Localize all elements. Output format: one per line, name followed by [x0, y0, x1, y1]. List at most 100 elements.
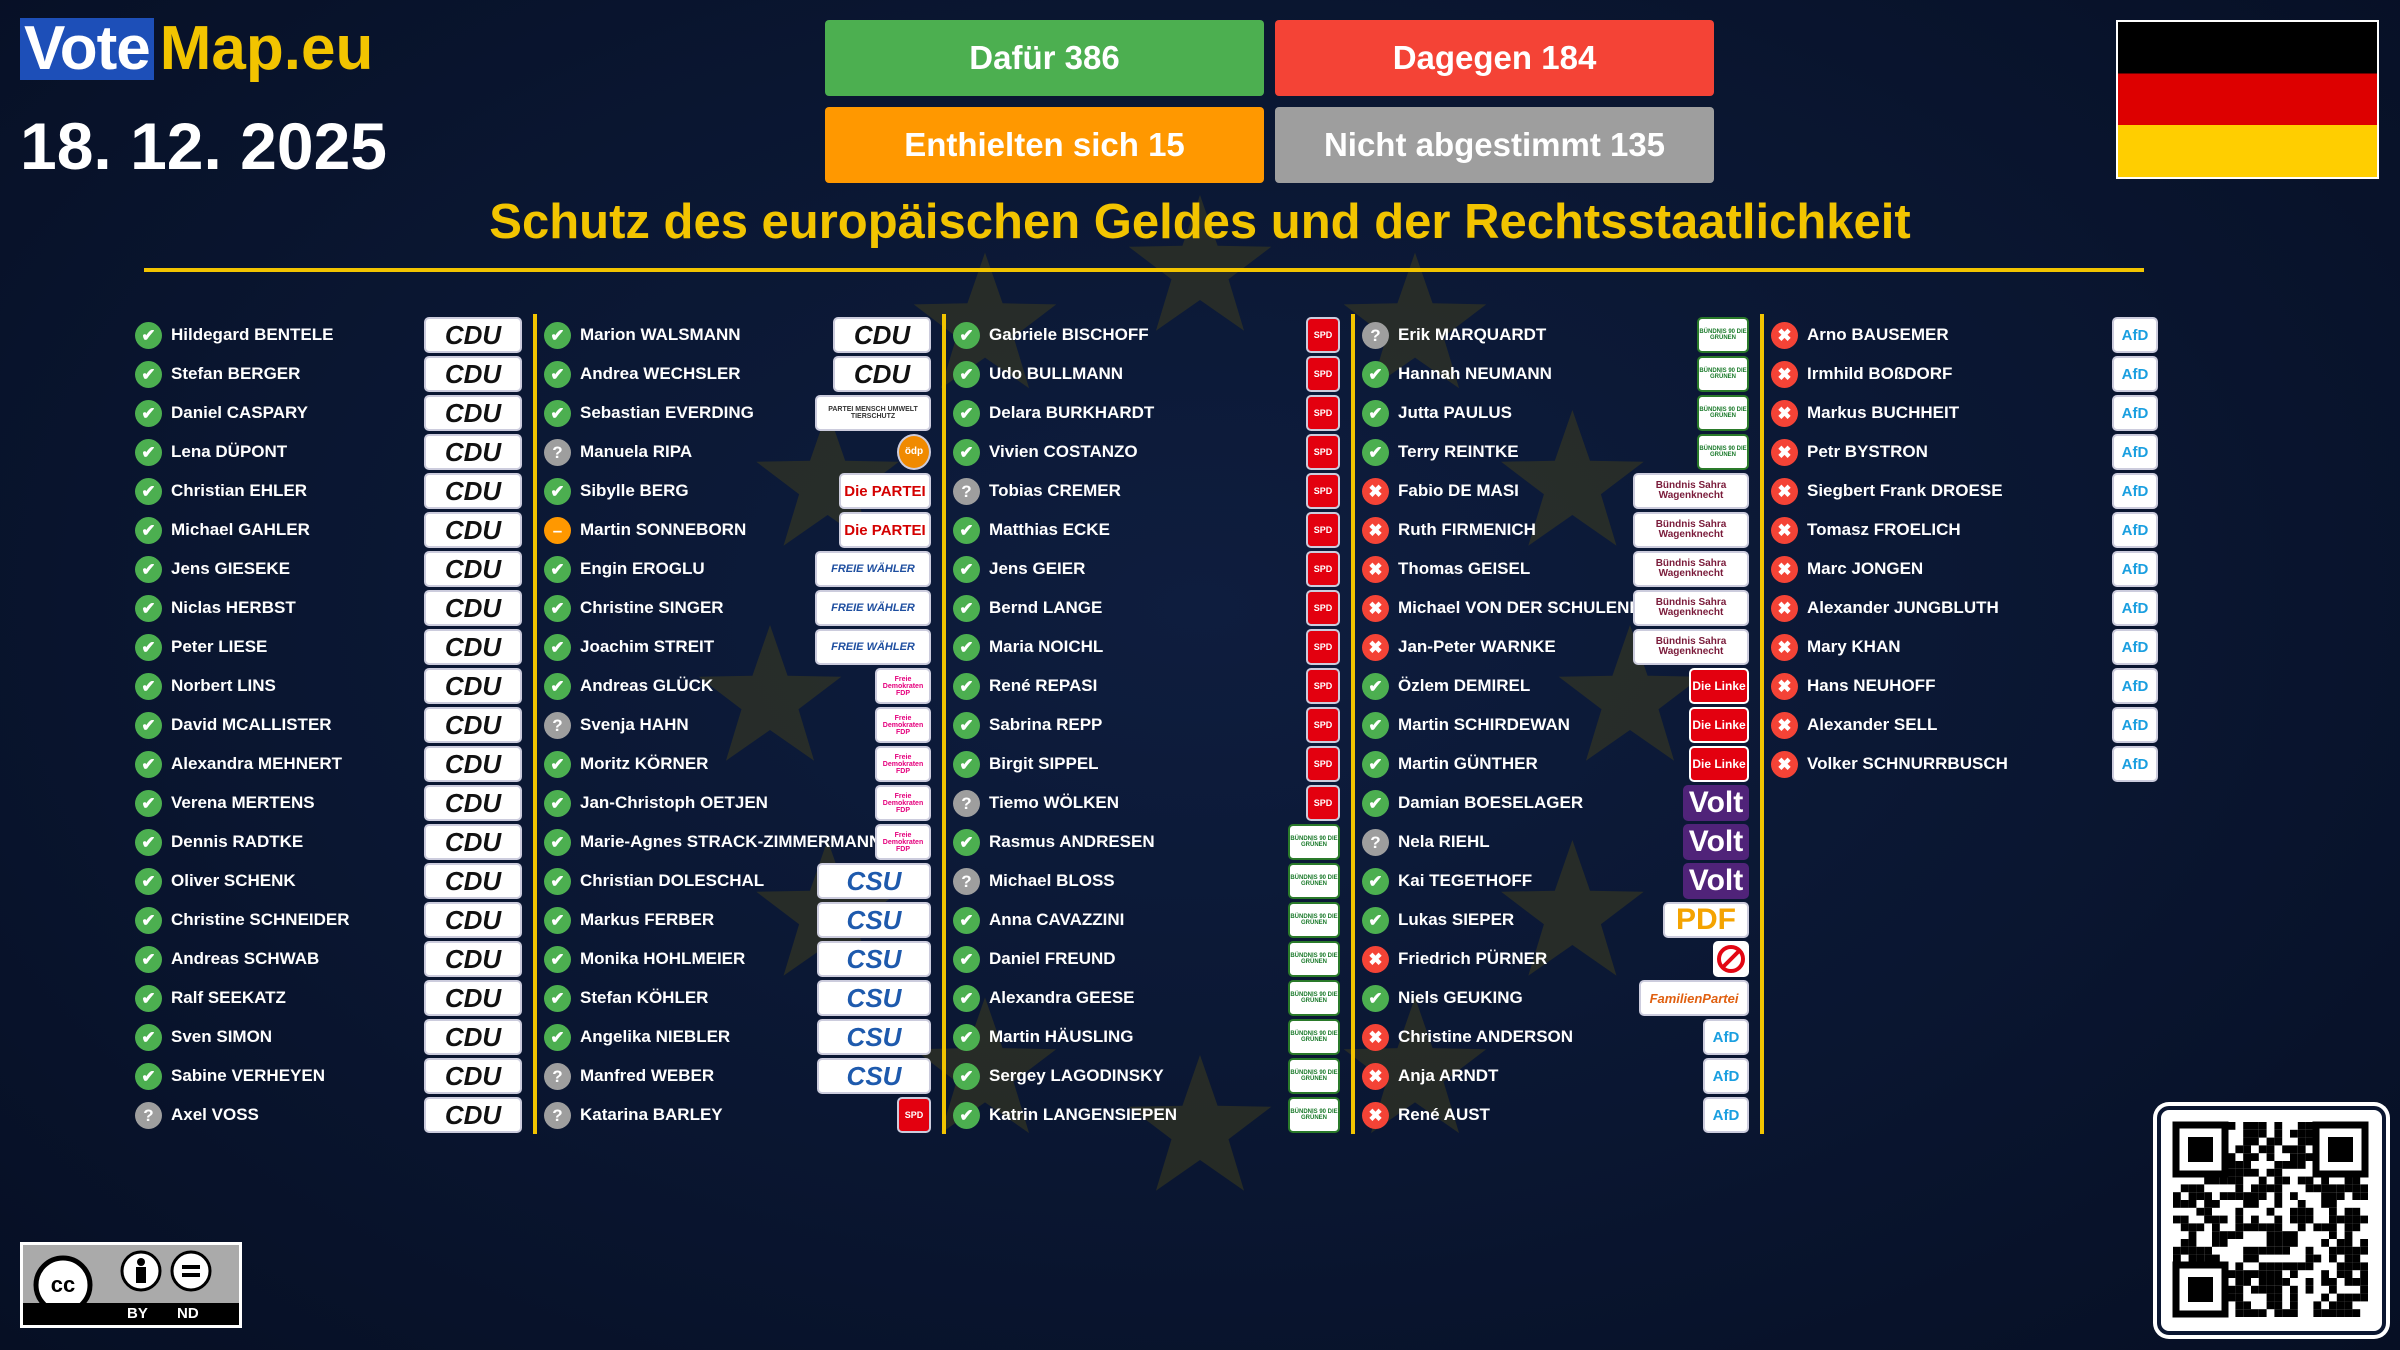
qr-cell [2297, 1122, 2306, 1130]
qr-cell [2243, 1145, 2251, 1154]
qr-cell [2329, 1309, 2337, 1317]
qr-cell [2251, 1192, 2259, 1200]
member-name: Delara BURKHARDT [989, 403, 1155, 422]
member-row: ✔ Terry REINTKE BÜNDNIS 90 DIE GRÜNEN [1362, 434, 1749, 470]
vote-icon: ? [953, 790, 980, 817]
vote-icon: ✔ [544, 400, 571, 427]
member-name: Martin HÄUSLING [989, 1027, 1134, 1046]
member-name: Hildegard BENTELE [171, 325, 334, 344]
eu-star [698, 625, 842, 761]
qr-cell [2290, 1192, 2298, 1200]
qr-cell [2290, 1129, 2298, 1138]
party-logo: SPD [1306, 473, 1340, 509]
vote-icon: ✔ [1362, 907, 1389, 934]
member-row: ? Erik MARQUARDT BÜNDNIS 90 DIE GRÜNEN [1362, 317, 1749, 353]
member-name: Sabine VERHEYEN [171, 1066, 325, 1085]
vote-icon: ✖ [1771, 478, 1798, 505]
member-row: ✔ Stefan KÖHLER CSU [544, 980, 931, 1016]
qr-cell [2188, 1239, 2197, 1247]
member-row: ✔ Stefan BERGER CDU [135, 356, 522, 392]
qr-cell [2266, 1262, 2275, 1271]
vote-icon: ✔ [953, 712, 980, 739]
qr-cell [2251, 1246, 2259, 1255]
qr-cell [2290, 1153, 2298, 1161]
member-row: ✖ Marc JONGEN AfD [1771, 551, 2158, 587]
qr-cell [2344, 1246, 2353, 1255]
vote-icon: ? [544, 1102, 571, 1129]
qr-finder [2188, 1277, 2213, 1302]
logo-left: Vote [20, 18, 154, 80]
vote-icon: ✖ [1362, 1024, 1389, 1051]
qr-cell [2336, 1215, 2345, 1224]
member-row: ✔ Joachim STREIT FREIE WÄHLER [544, 629, 931, 665]
member-row: ✖ Hans NEUHOFF AfD [1771, 668, 2158, 704]
vote-icon: ✔ [135, 829, 162, 856]
qr-cell [2352, 1278, 2361, 1286]
member-name: Kai TEGETHOFF [1398, 871, 1533, 890]
member-name: Birgit SIPPEL [989, 754, 1099, 773]
member-row: ✔ Dennis RADTKE CDU [135, 824, 522, 860]
member-row: ? Katarina BARLEY SPD [544, 1097, 931, 1133]
party-logo: AfD [2112, 707, 2158, 743]
member-row: ✔ Gabriele BISCHOFF SPD [953, 317, 1340, 353]
qr-cell [2204, 1207, 2212, 1216]
member-row: ✔ Alexandra MEHNERT CDU [135, 746, 522, 782]
qr-cell [2204, 1192, 2212, 1200]
member-row: ✔ Andrea WECHSLER CDU [544, 356, 931, 392]
qr-cell [2360, 1239, 2368, 1247]
member-row: ✔ Bernd LANGE SPD [953, 590, 1340, 626]
member-name: Damian BOESELAGER [1398, 793, 1584, 812]
qr-cell [2274, 1278, 2283, 1286]
qr-cell [2344, 1215, 2353, 1224]
party-logo: AfD [2112, 551, 2158, 587]
qr-cell [2258, 1176, 2267, 1185]
qr-cell [2266, 1145, 2275, 1154]
member-name: Andreas GLÜCK [580, 676, 714, 695]
vote-icon: ? [544, 439, 571, 466]
member-row: ✔ Marie-Agnes STRACK-ZIMMERMANN Freie Demo… [544, 824, 931, 860]
party-logo: CDU [424, 317, 522, 353]
member-name: Jutta PAULUS [1398, 403, 1512, 422]
vote-icon: ✔ [135, 712, 162, 739]
qr-cell [2219, 1231, 2228, 1239]
qr-cell [2352, 1176, 2361, 1185]
qr-cell [2282, 1145, 2290, 1154]
member-name: Mary KHAN [1807, 637, 1901, 656]
member-row: ✔ Martin GÜNTHER Die Linke [1362, 746, 1749, 782]
party-logo: CDU [424, 980, 522, 1016]
qr-cell [2282, 1262, 2290, 1271]
qr-cell [2204, 1215, 2212, 1224]
vote-icon: ✔ [953, 985, 980, 1012]
party-logo: AfD [2112, 356, 2158, 392]
qr-cell [2360, 1262, 2368, 1271]
party-logo: Bündnis Sahra Wagenknecht [1633, 629, 1749, 665]
qr-cell [2274, 1223, 2283, 1232]
qr-cell [2196, 1246, 2205, 1255]
qr-cell [2290, 1293, 2298, 1302]
party-logo: Volt [1683, 863, 1749, 899]
member-name: Oliver SCHENK [171, 871, 296, 890]
qr-cell [2274, 1231, 2283, 1239]
qr-cell [2290, 1215, 2298, 1224]
qr-cell [2360, 1270, 2368, 1278]
member-name: Anja ARNDT [1398, 1066, 1499, 1085]
qr-cell [2266, 1278, 2275, 1286]
vote-icon: ? [953, 478, 980, 505]
party-logo: AfD [1703, 1097, 1749, 1133]
vote-icon: ✔ [953, 907, 980, 934]
member-name: Nela RIEHL [1398, 832, 1490, 851]
vote-icon: ✔ [1362, 751, 1389, 778]
member-name: Michael VON DER SCHULENBURG [1398, 598, 1680, 617]
qr-cell [2243, 1309, 2251, 1317]
qr-cell [2251, 1184, 2259, 1193]
member-row: ✔ Rasmus ANDRESEN BÜNDNIS 90 DIE GRÜNEN [953, 824, 1340, 860]
vote-icon: ? [1362, 829, 1389, 856]
qr-cell [2266, 1285, 2275, 1294]
qr-cell [2305, 1246, 2314, 1255]
qr-cell [2204, 1246, 2212, 1255]
qr-cell [2329, 1184, 2337, 1193]
vote-icon: ✖ [1771, 361, 1798, 388]
member-name: Dennis RADTKE [171, 832, 304, 851]
vote-icon: ✔ [135, 322, 162, 349]
vote-icon: ✔ [953, 439, 980, 466]
